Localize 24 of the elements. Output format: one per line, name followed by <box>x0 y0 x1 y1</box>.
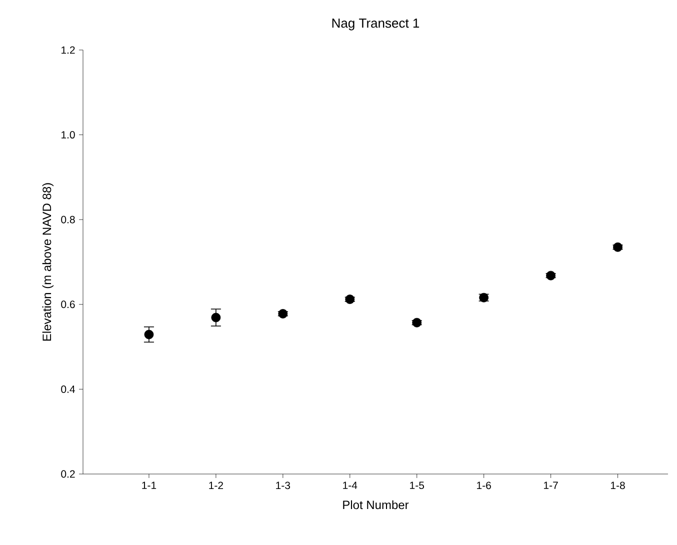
point <box>345 294 355 304</box>
point <box>546 270 556 280</box>
y-tick-label: 1.0 <box>62 131 75 139</box>
x-axis-title: Plot Number <box>343 500 409 510</box>
y-tick-label: 0.2 <box>61 470 75 478</box>
point <box>613 242 622 252</box>
x-tick-label: 1-2 <box>209 482 223 490</box>
x-tick-label: 1-5 <box>410 482 424 490</box>
x-tick-label: 1-3 <box>276 482 290 490</box>
x-tick-label: 1-4 <box>343 482 358 489</box>
x-tick-label: 1-7 <box>544 482 558 489</box>
x-tick-label: 1-6 <box>477 482 491 490</box>
chart-title: Nag Transect 1 <box>332 18 420 30</box>
point <box>278 309 288 318</box>
x-tick-label: 1-8 <box>610 482 625 490</box>
x-tick-label: 1-1 <box>142 482 156 489</box>
point <box>211 312 221 322</box>
point <box>144 330 154 340</box>
y-tick-label: 1.2 <box>62 46 75 54</box>
y-tick-label: 0.4 <box>61 385 75 393</box>
point <box>412 318 422 328</box>
y-axis-title: Elevation (m above NAVD 88) <box>42 183 54 341</box>
y-tick-label: 0.8 <box>61 216 75 224</box>
y-tick-label: 0.6 <box>61 300 75 308</box>
